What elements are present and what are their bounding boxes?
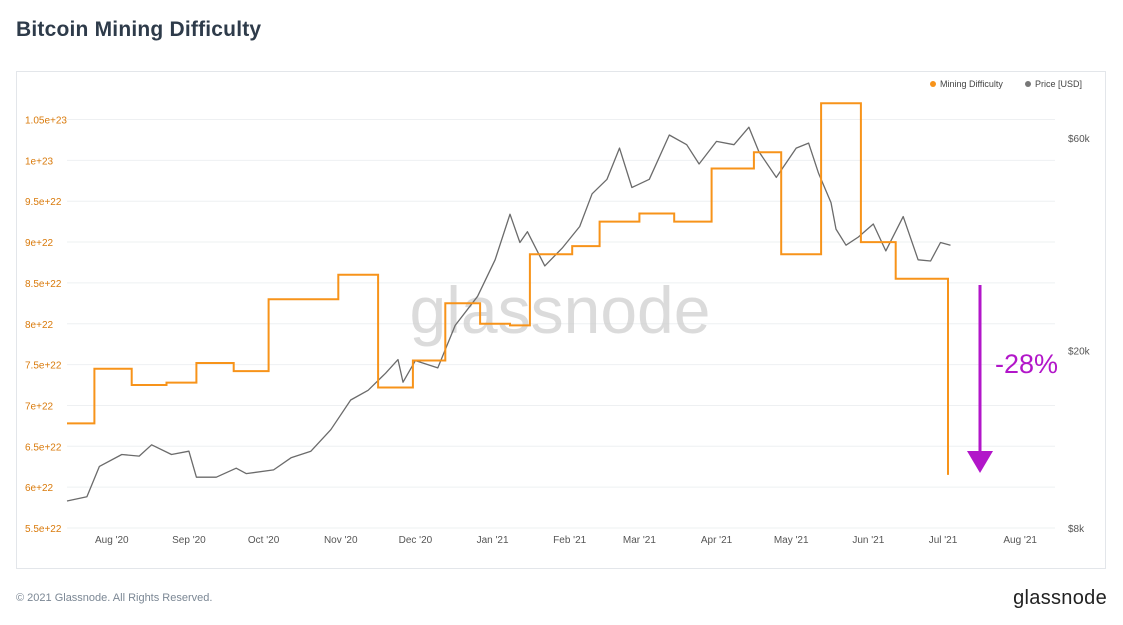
x-axis-tick-label: Dec '20 (399, 535, 433, 546)
left-axis-tick-label: 9e+22 (25, 238, 54, 249)
drop-annotation: -28% (967, 285, 1058, 473)
copyright-text: © 2021 Glassnode. All Rights Reserved. (16, 592, 213, 604)
x-axis-tick-label: Jul '21 (929, 535, 958, 546)
left-axis-tick-label: 6.5e+22 (25, 442, 62, 453)
x-axis-tick-label: Aug '21 (1003, 535, 1037, 546)
right-axis-tick-label: $60k (1068, 134, 1091, 145)
left-axis-tick-label: 1e+23 (25, 156, 54, 167)
right-axis-tick-label: $20k (1068, 347, 1091, 358)
x-axis-tick-label: May '21 (774, 535, 809, 546)
x-axis-tick-label: Apr '21 (701, 535, 733, 546)
left-axis-tick-label: 1.05e+23 (25, 116, 67, 127)
price-line (66, 126, 951, 502)
right-axis-tick-label: $8k (1068, 524, 1085, 535)
left-axis-tick-label: 8.5e+22 (25, 279, 62, 290)
series-layer (66, 102, 951, 502)
drop-percentage-label: -28% (995, 349, 1058, 379)
left-axis-tick-label: 7.5e+22 (25, 361, 62, 372)
x-axis-tick-label: Sep '20 (172, 535, 206, 546)
x-axis-tick-label: Aug '20 (95, 535, 129, 546)
watermark-text: glassnode (410, 273, 711, 347)
right-axis: $8k $20k $60k (1068, 134, 1091, 535)
left-axis-tick-label: 5.5e+22 (25, 524, 62, 535)
chart-panel (16, 71, 1106, 569)
mining-difficulty-line (67, 102, 949, 475)
left-axis-tick-label: 6e+22 (25, 483, 54, 494)
left-axis: 5.5e+22 6e+22 6.5e+22 7e+22 7.5e+22 8e+22 8.5e… (25, 116, 67, 535)
left-axis-tick-label: 8e+22 (25, 320, 54, 331)
x-axis-tick-label: Feb '21 (553, 535, 586, 546)
x-axis-tick-label: Jun '21 (852, 535, 884, 546)
glassnode-logo[interactable]: glassnode (1013, 587, 1107, 609)
x-axis-tick-label: Mar '21 (623, 535, 656, 546)
legend-entry-label: Mining Difficulty (940, 79, 1003, 89)
left-axis-tick-label: 7e+22 (25, 401, 54, 412)
page-title: Bitcoin Mining Difficulty (16, 18, 262, 41)
x-axis-tick-label: Jan '21 (477, 535, 509, 546)
x-axis-tick-label: Nov '20 (324, 535, 358, 546)
legend-entry-label: Price [USD] (1035, 79, 1082, 89)
legend-dot (1025, 81, 1031, 87)
drop-arrow-head (967, 451, 993, 473)
x-axis: Aug '20 Sep '20 Oct '20 Nov '20 Dec '20 Jan '… (95, 535, 1037, 546)
x-axis-tick-label: Oct '20 (248, 535, 280, 546)
left-axis-tick-label: 9.5e+22 (25, 197, 62, 208)
legend-dot (930, 81, 936, 87)
legend[interactable]: Mining Difficulty Price [USD] (930, 79, 1082, 89)
